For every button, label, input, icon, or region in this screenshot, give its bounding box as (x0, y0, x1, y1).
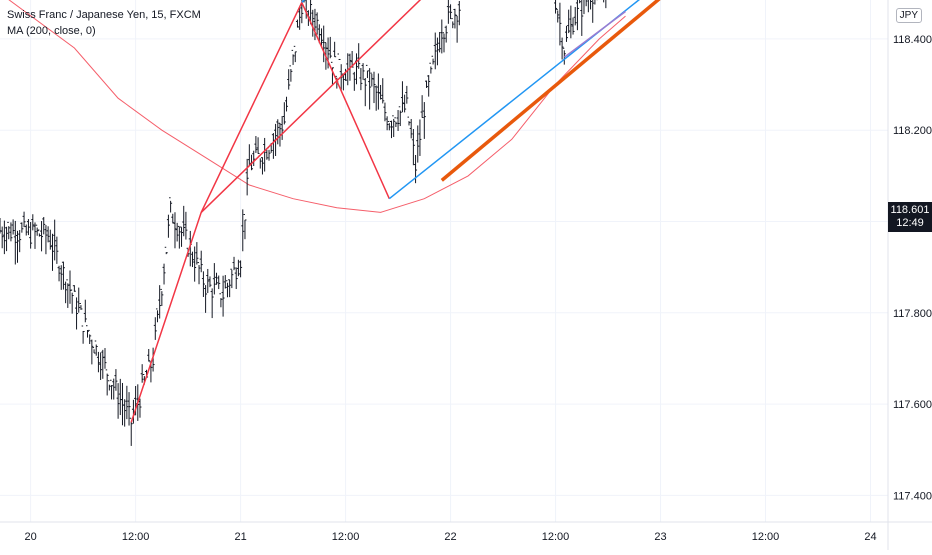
zigzag-pattern (130, 0, 390, 423)
bar-countdown: 12:49 (896, 217, 924, 229)
channel-lower-line (388, 0, 640, 200)
channel-median-line (200, 0, 422, 213)
x-tick-label: 12:00 (122, 531, 150, 543)
channel-upper-line (301, 0, 306, 3)
x-tick-label: 22 (444, 531, 456, 543)
x-tick-label: 20 (24, 531, 36, 543)
y-tick-label: 117.600 (893, 399, 932, 411)
currency-badge[interactable]: JPY (895, 8, 922, 23)
indicator-legend[interactable]: MA (200, close, 0) (7, 25, 96, 37)
symbol-title: Swiss Franc / Japanese Yen, 15, FXCM (7, 9, 201, 21)
y-tick-label: 118.200 (893, 125, 932, 137)
y-tick-label: 117.400 (893, 490, 932, 502)
x-tick-label: 12:00 (752, 531, 780, 543)
ma-200-line (8, 0, 626, 213)
x-tick-label: 12:00 (542, 531, 570, 543)
ma-highlight-segment (563, 10, 626, 58)
support-trendline (440, 0, 661, 182)
x-tick-label: 23 (654, 531, 666, 543)
x-tick-label: 12:00 (332, 531, 360, 543)
y-tick-label: 118.400 (893, 34, 932, 46)
last-price-value: 118.601 (890, 204, 930, 216)
x-tick-label: 24 (864, 531, 876, 543)
last-price-label: 118.601 12:49 (888, 202, 932, 232)
y-tick-label: 117.800 (893, 308, 932, 320)
x-tick-label: 21 (234, 531, 246, 543)
